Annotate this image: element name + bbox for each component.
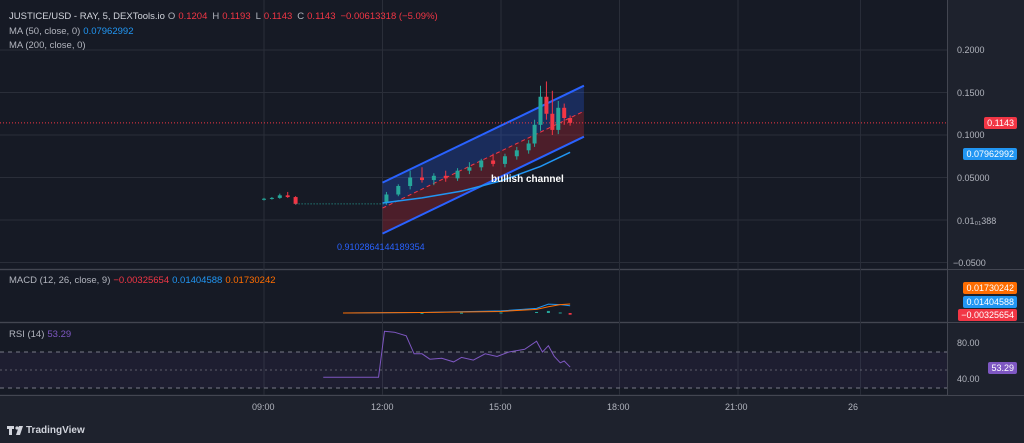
price-tick: 0.1000 [957, 130, 985, 140]
macd-hist-badge: −0.00325654 [958, 309, 1017, 321]
macd-histogram-bar[interactable] [568, 313, 572, 315]
rsi-legend[interactable]: RSI (14) 53.29 [9, 329, 74, 340]
candle-body[interactable] [443, 175, 448, 179]
macd-pane-bg [0, 271, 947, 321]
ma200-legend[interactable]: MA (200, close, 0) [9, 40, 89, 51]
candle-body[interactable] [431, 175, 436, 181]
ma50-value: 0.07962992 [83, 26, 134, 37]
high-value: 0.1193 [222, 11, 251, 22]
price-tick: 0.01₀₁388 [957, 216, 997, 226]
rsi-value-badge: 53.29 [988, 362, 1017, 374]
channel-middle-line[interactable] [382, 110, 585, 209]
price-pane-bg [0, 0, 947, 268]
candle-body[interactable] [396, 186, 401, 195]
ma-50-line[interactable] [382, 151, 571, 204]
candle-body[interactable] [502, 156, 507, 164]
time-gridlines [263, 0, 861, 395]
macd-value: 0.01404588 [172, 275, 223, 286]
channel-value-annotation[interactable]: 0.9102864144189354 [337, 242, 425, 252]
macd-legend[interactable]: MACD (12, 26, close, 9) −0.00325654 0.0140… [9, 275, 279, 286]
ma50-price-badge: 0.07962992 [963, 148, 1017, 160]
macd-hist-value: −0.00325654 [113, 275, 170, 286]
time-tick: 18:00 [607, 402, 630, 412]
candle-body[interactable] [562, 107, 567, 118]
channel-top-line[interactable] [382, 84, 585, 184]
time-tick: 21:00 [725, 402, 748, 412]
candle-body[interactable] [514, 150, 519, 157]
time-tick: 26 [848, 402, 859, 412]
candle-body[interactable] [408, 177, 413, 187]
candle-body[interactable] [293, 197, 298, 204]
time-tick: 12:00 [371, 402, 394, 412]
candle-body[interactable] [526, 143, 531, 151]
rsi-line[interactable] [323, 330, 571, 378]
candle-body[interactable] [538, 96, 543, 125]
tradingview-logo-text: TradingView [26, 425, 85, 436]
candle-body[interactable] [262, 198, 266, 200]
macd-histogram-bar[interactable] [499, 312, 503, 314]
macd-label[interactable]: MACD (12, 26, close, 9) [9, 275, 111, 286]
price-tick: 0.1500 [957, 88, 985, 98]
price-gridlines [0, 49, 947, 263]
candlestick-series[interactable] [262, 81, 573, 205]
candle-body[interactable] [269, 197, 274, 199]
candle-body[interactable] [277, 195, 282, 198]
rsi-tick: 80.00 [957, 338, 980, 348]
macd-histogram-bar[interactable] [535, 311, 539, 313]
candle-body[interactable] [568, 118, 573, 123]
macd-histogram-bar[interactable] [420, 312, 424, 314]
price-tick: 0.05000 [957, 173, 990, 183]
macd-histogram-bar[interactable] [460, 312, 463, 314]
candle-body[interactable] [467, 167, 472, 171]
symbol-legend[interactable]: JUSTICE/USD - RAY, 5, DEXTools.io O 0.1204… [9, 11, 441, 22]
candle-body[interactable] [491, 160, 496, 164]
candle-body[interactable] [544, 96, 549, 114]
macd-signal-line[interactable] [342, 303, 571, 314]
candle-body[interactable] [479, 160, 484, 168]
candle-body[interactable] [420, 177, 424, 181]
time-tick: 09:00 [252, 402, 275, 412]
macd-histogram-bar[interactable] [558, 312, 562, 314]
channel-annotation[interactable]: bullish channel [491, 174, 564, 185]
macd-histogram-bar[interactable] [546, 310, 550, 313]
ma200-label[interactable]: MA (200, close, 0) [9, 40, 86, 51]
rsi-value: 53.29 [47, 329, 72, 340]
candle-body[interactable] [532, 124, 537, 144]
rsi-tick: 40.00 [957, 374, 980, 384]
change-value: −0.00613318 (−5.09%) [340, 11, 438, 22]
low-label: L [255, 11, 261, 22]
close-label: C [297, 11, 305, 22]
open-label: O [167, 11, 176, 22]
candle-body[interactable] [556, 107, 561, 130]
ma50-legend[interactable]: MA (50, close, 0) 0.07962992 [9, 26, 136, 37]
candle-body[interactable] [550, 113, 555, 130]
low-value: 0.1143 [263, 11, 293, 22]
macd-line-badge: 0.01404588 [963, 296, 1017, 308]
high-label: H [212, 11, 220, 22]
macd-signal-badge: 0.01730242 [963, 282, 1017, 294]
rsi-band [0, 352, 947, 388]
tradingview-logo-icon [7, 426, 23, 435]
rsi-pane-bg [0, 324, 947, 394]
open-value: 0.1204 [178, 11, 208, 22]
ma50-label[interactable]: MA (50, close, 0) [9, 26, 81, 37]
candle-body[interactable] [384, 194, 389, 204]
candle-body[interactable] [455, 170, 460, 179]
price-tick: −0.0500 [953, 258, 986, 268]
price-tick: 0.2000 [957, 45, 985, 55]
time-tick: 15:00 [489, 402, 512, 412]
close-value: 0.1143 [307, 11, 336, 22]
macd-signal-value: 0.01730242 [225, 275, 276, 286]
macd-histogram[interactable] [420, 310, 572, 315]
symbol-title[interactable]: JUSTICE/USD - RAY, 5, DEXTools.io [9, 11, 165, 22]
candle-body[interactable] [285, 195, 290, 198]
last-price-badge: 0.1143 [984, 117, 1017, 129]
rsi-label[interactable]: RSI (14) [9, 329, 45, 340]
